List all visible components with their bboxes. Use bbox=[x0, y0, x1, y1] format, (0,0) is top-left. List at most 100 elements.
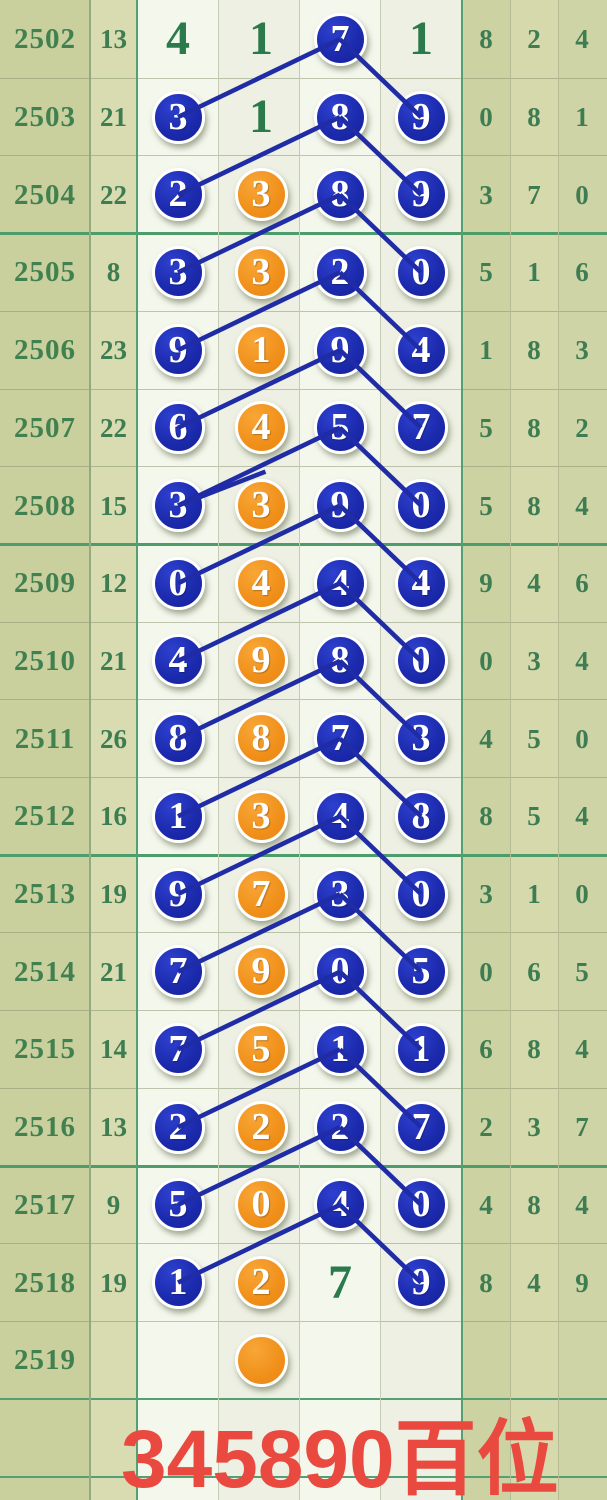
period-label: 2505 bbox=[14, 256, 76, 289]
trend-line-segment bbox=[338, 1203, 423, 1285]
period-label: 2514 bbox=[14, 955, 76, 988]
footer-line bbox=[0, 1475, 607, 1478]
trend-line-segment bbox=[177, 1202, 341, 1285]
trend-line-segment bbox=[177, 425, 341, 508]
trend-line-segment bbox=[338, 1125, 423, 1207]
stat-digit: 5 bbox=[527, 723, 541, 754]
ball-blue: 1 bbox=[313, 1022, 367, 1076]
trend-line-segment bbox=[338, 426, 423, 508]
sum-label: 12 bbox=[100, 568, 127, 599]
stat-digit: 0 bbox=[479, 645, 493, 676]
period-column-bg bbox=[0, 0, 90, 1500]
period-label: 2504 bbox=[14, 178, 76, 211]
stat-digit: 4 bbox=[479, 723, 493, 754]
trend-line-segment bbox=[177, 891, 341, 974]
ball-orange: 0 bbox=[234, 1178, 288, 1232]
period-label: 2507 bbox=[14, 411, 76, 444]
stat-digit: 2 bbox=[527, 24, 541, 55]
sum-column-bg bbox=[90, 0, 137, 1500]
ball-blue: 0 bbox=[394, 634, 448, 688]
ball-blue: 2 bbox=[313, 1100, 367, 1154]
trend-line-segment bbox=[177, 1125, 341, 1207]
sum-label: 14 bbox=[100, 1034, 127, 1065]
period-label: 2508 bbox=[14, 489, 76, 522]
period-label: 2517 bbox=[14, 1188, 76, 1221]
trend-line-segment bbox=[177, 814, 341, 897]
ball-orange: 3 bbox=[234, 479, 288, 533]
stat-digit: 4 bbox=[527, 568, 541, 599]
trend-line-segment bbox=[177, 736, 341, 819]
ball-orange: 4 bbox=[234, 401, 288, 455]
sum-label: 16 bbox=[100, 801, 127, 832]
trend-line-segment bbox=[177, 348, 341, 430]
stat-digit: 0 bbox=[575, 879, 589, 910]
trend-line-segment bbox=[177, 114, 341, 197]
footer-line bbox=[0, 1398, 607, 1401]
ball-orange: 9 bbox=[234, 634, 288, 688]
row-line bbox=[0, 621, 607, 623]
stat-digit: 5 bbox=[479, 490, 493, 521]
stat-digit: 2 bbox=[479, 1112, 493, 1143]
stat-digit: 1 bbox=[527, 257, 541, 288]
trend-line-segment bbox=[177, 270, 341, 353]
section-divider bbox=[0, 542, 607, 546]
row-line bbox=[0, 77, 607, 79]
trend-line-segment bbox=[177, 581, 341, 664]
digit-plain: 1 bbox=[249, 90, 273, 144]
period-label: 2510 bbox=[14, 644, 76, 677]
trend-line-segment bbox=[177, 192, 341, 275]
section-divider bbox=[0, 232, 607, 236]
row-line bbox=[0, 466, 607, 468]
column-line bbox=[135, 0, 139, 1500]
ball-blue: 9 bbox=[394, 90, 448, 144]
row-line bbox=[0, 310, 607, 312]
ball-blue: 4 bbox=[313, 789, 367, 843]
stat-digit: 5 bbox=[575, 956, 589, 987]
sum-label: 8 bbox=[106, 257, 121, 288]
trend-line-segment bbox=[338, 193, 423, 275]
column-line bbox=[460, 0, 464, 1500]
sum-label: 23 bbox=[100, 335, 127, 366]
period-label: 2515 bbox=[14, 1033, 76, 1066]
ball-blue: 3 bbox=[151, 245, 205, 299]
trend-line-segment bbox=[338, 503, 423, 585]
trend-line-segment bbox=[338, 1047, 423, 1129]
stat-digit: 8 bbox=[479, 24, 493, 55]
trend-line-segment bbox=[338, 659, 423, 741]
period-label: 2502 bbox=[14, 23, 76, 56]
period-label: 2512 bbox=[14, 800, 76, 833]
digit-plain: 7 bbox=[328, 1255, 352, 1309]
ball-blue: 4 bbox=[313, 1178, 367, 1232]
trend-line-segment bbox=[177, 37, 341, 120]
trend-line-segment bbox=[338, 348, 423, 430]
sum-label: 19 bbox=[100, 879, 127, 910]
stat-digit: 8 bbox=[527, 335, 541, 366]
stat-digit: 8 bbox=[527, 412, 541, 443]
stat-digit: 8 bbox=[527, 102, 541, 133]
sum-label: 13 bbox=[100, 24, 127, 55]
sum-label: 19 bbox=[100, 1267, 127, 1298]
stat-digit: 9 bbox=[575, 1267, 589, 1298]
row-line bbox=[0, 155, 607, 157]
ball-blue: 1 bbox=[151, 1256, 205, 1310]
stat-digit: 0 bbox=[479, 102, 493, 133]
stat-digit: 0 bbox=[479, 956, 493, 987]
chart-caption: 345890百位 bbox=[121, 1414, 559, 1500]
ball-blue: 8 bbox=[313, 634, 367, 688]
stat-digit: 8 bbox=[527, 1034, 541, 1065]
stat-digit: 3 bbox=[527, 1112, 541, 1143]
stat-digit: 6 bbox=[479, 1034, 493, 1065]
ball-orange: 3 bbox=[234, 168, 288, 222]
period-label: 2513 bbox=[14, 878, 76, 911]
stat-column1-bg bbox=[462, 0, 510, 1500]
ball-orange: 9 bbox=[234, 945, 288, 999]
trend-line-segment bbox=[177, 503, 341, 586]
sum-label: 26 bbox=[100, 723, 127, 754]
row-line bbox=[0, 388, 607, 390]
stat-digit: 7 bbox=[527, 179, 541, 210]
stat-digit: 4 bbox=[575, 801, 589, 832]
ball-orange: 1 bbox=[234, 323, 288, 377]
sum-label: 22 bbox=[100, 412, 127, 443]
period-label: 2519 bbox=[14, 1344, 76, 1377]
